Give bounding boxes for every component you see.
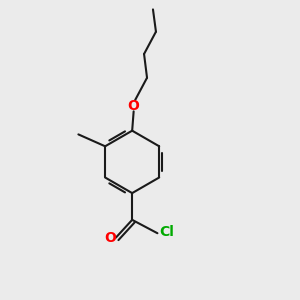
- Text: O: O: [104, 231, 116, 245]
- Text: O: O: [128, 99, 140, 113]
- Text: Cl: Cl: [160, 225, 174, 239]
